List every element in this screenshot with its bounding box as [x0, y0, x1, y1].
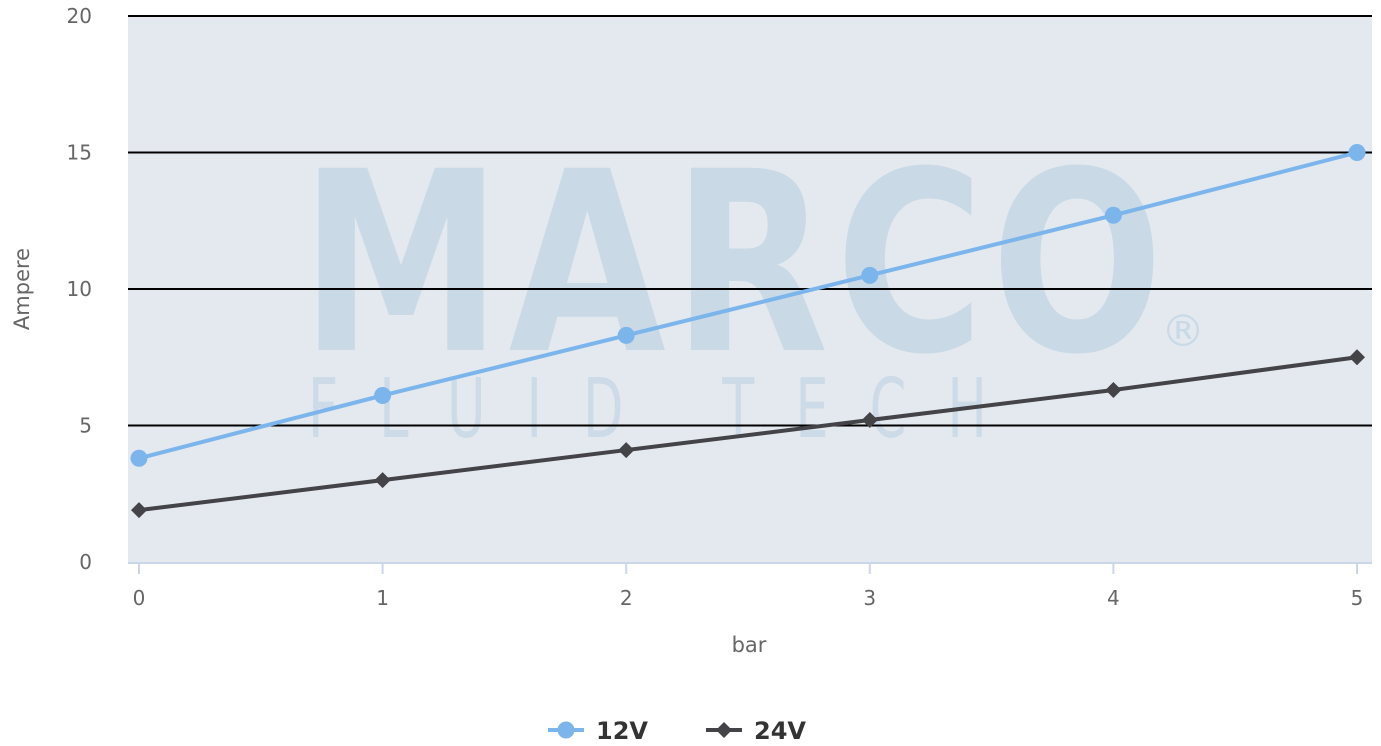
- series-0: [130, 144, 1366, 467]
- x-tick-label-4: 4: [1107, 586, 1120, 610]
- watermark-registered-mark: ®: [1161, 306, 1205, 357]
- data-point-0-3: [861, 266, 879, 284]
- data-point-0-4: [1104, 206, 1122, 224]
- watermark-tagline: FLUID TECH: [308, 362, 1028, 457]
- legend-label-0: 12V: [596, 717, 648, 745]
- gridlines: [128, 15, 1372, 427]
- data-point-1-5: [1349, 349, 1365, 366]
- series-layer: [130, 144, 1366, 519]
- y-tick-label-1: 5: [79, 414, 92, 438]
- series-1: [131, 349, 1365, 519]
- series-line-1: [137, 355, 1359, 513]
- legend-marker-0: [557, 721, 575, 739]
- y-axis-title: Ampere: [10, 248, 34, 330]
- y-axis: 0 5 10 15 20: [67, 4, 92, 574]
- x-tick-label-3: 3: [863, 586, 876, 610]
- data-point-0-0: [130, 449, 148, 467]
- x-tick-label-1: 1: [376, 586, 389, 610]
- x-tick-label-0: 0: [133, 586, 146, 610]
- legend-item-1: 24V: [706, 717, 806, 745]
- y-tick-label-2: 10: [67, 277, 92, 301]
- y-tick-label-3: 15: [67, 141, 92, 165]
- data-point-1-3: [861, 412, 878, 429]
- legend: 12V 24V: [548, 717, 806, 745]
- y-tick-label-4: 20: [67, 4, 92, 28]
- legend-label-1: 24V: [754, 717, 806, 745]
- x-tick-label-2: 2: [620, 586, 633, 610]
- data-point-0-2: [617, 326, 635, 344]
- y-tick-label-0: 0: [79, 550, 92, 574]
- series-line-0: [137, 150, 1359, 461]
- legend-marker-1: [716, 722, 732, 738]
- x-axis: 0 1 2 3 4 5: [128, 562, 1372, 610]
- data-point-0-1: [374, 386, 392, 404]
- watermark-logo: MARCO FLUID TECH ®: [300, 118, 1205, 457]
- data-point-0-5: [1348, 144, 1366, 161]
- data-point-1-2: [618, 442, 635, 459]
- x-tick-label-5: 5: [1351, 586, 1364, 610]
- data-point-1-1: [374, 472, 391, 489]
- watermark-brand: MARCO: [300, 118, 1170, 409]
- legend-item-0: 12V: [548, 717, 648, 745]
- data-point-1-0: [131, 502, 147, 519]
- x-axis-title: bar: [732, 633, 767, 657]
- data-point-1-4: [1105, 382, 1122, 399]
